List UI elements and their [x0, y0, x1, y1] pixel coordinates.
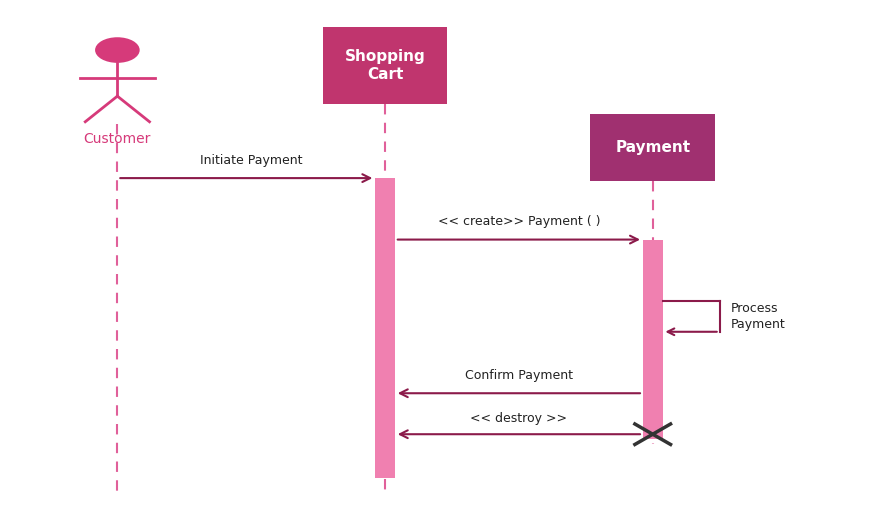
Text: Process
Payment: Process Payment — [730, 302, 784, 331]
Text: Initiate Payment: Initiate Payment — [199, 154, 302, 167]
FancyBboxPatch shape — [375, 178, 394, 478]
Circle shape — [95, 37, 139, 63]
FancyBboxPatch shape — [590, 114, 714, 181]
Text: << create>> Payment ( ): << create>> Payment ( ) — [437, 215, 600, 228]
Text: Customer: Customer — [84, 132, 151, 146]
Text: Payment: Payment — [614, 140, 689, 155]
FancyBboxPatch shape — [322, 27, 447, 104]
Text: << destroy >>: << destroy >> — [470, 412, 567, 425]
FancyBboxPatch shape — [642, 239, 662, 439]
Text: Confirm Payment: Confirm Payment — [464, 369, 572, 382]
Text: Shopping
Cart: Shopping Cart — [344, 48, 425, 82]
